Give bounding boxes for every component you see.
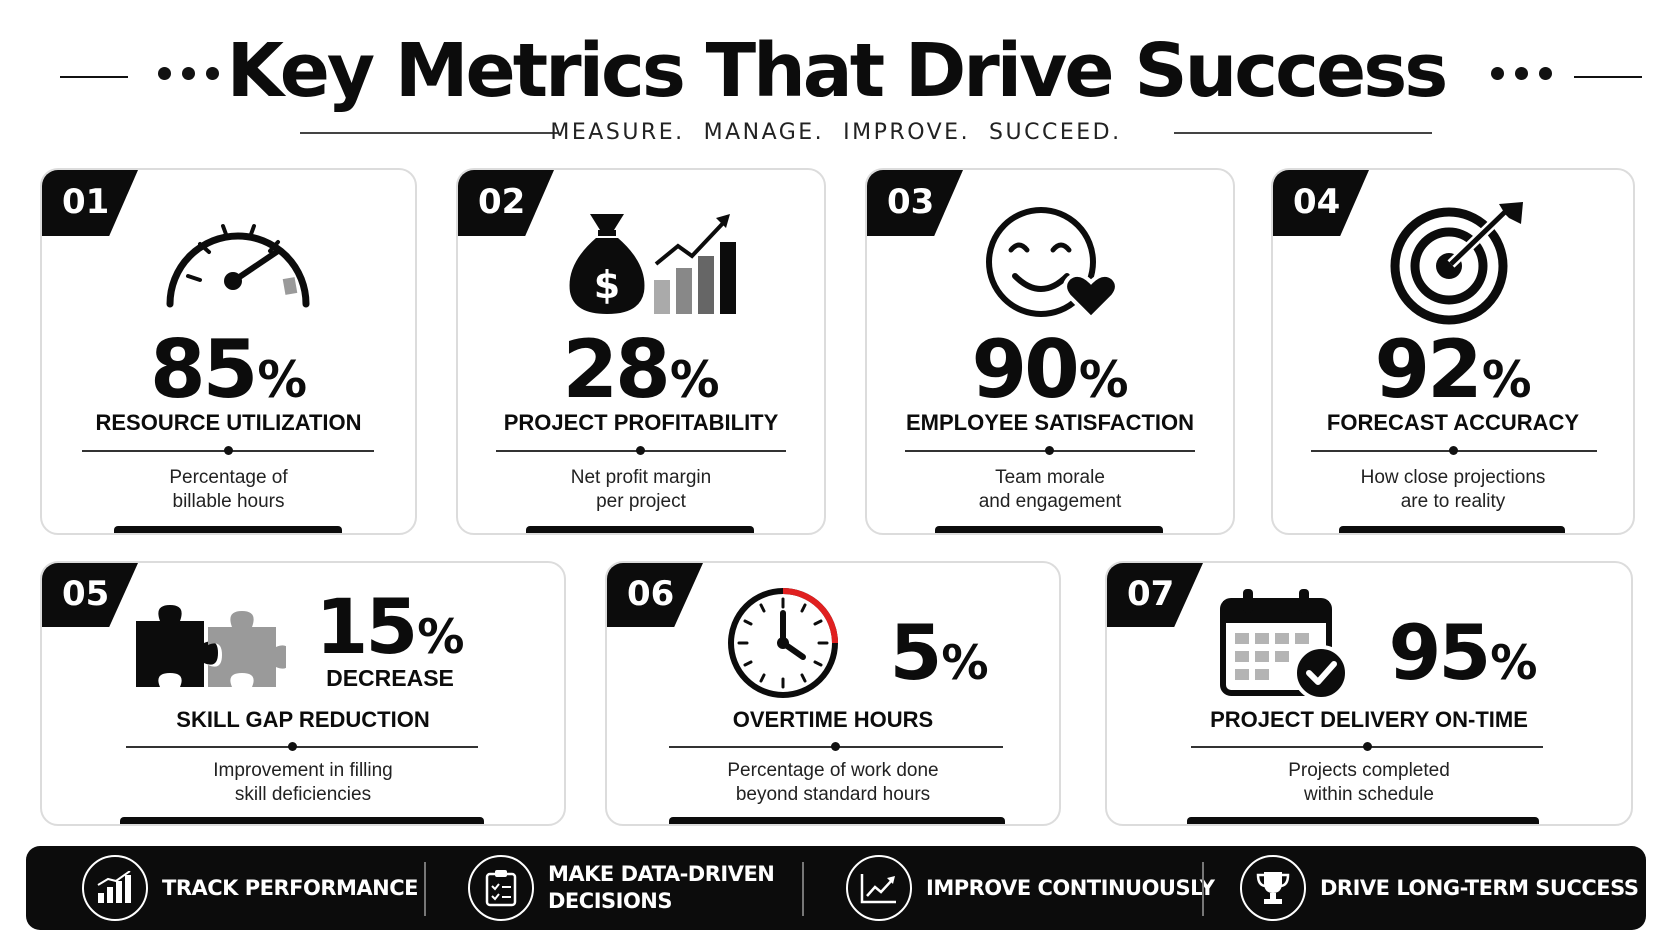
metric-name: SKILL GAP REDUCTION bbox=[176, 707, 430, 732]
metric-card-project-delivery-on-time: 07 95% PROJECT DELIVERY ON-TIME Projects… bbox=[1105, 561, 1633, 826]
metric-description: How close projections are to reality bbox=[1360, 467, 1546, 512]
metric-value: 95% bbox=[1388, 608, 1538, 697]
metric-name: FORECAST ACCURACY bbox=[1326, 410, 1580, 435]
separator-dot bbox=[831, 742, 840, 751]
metric-value: 5% bbox=[889, 608, 989, 697]
card-number: 01 bbox=[62, 182, 110, 222]
card-bottom-bar bbox=[935, 526, 1163, 533]
metric-description: Percentage of work done beyond standard h… bbox=[727, 760, 939, 805]
metric-value: 90% bbox=[971, 323, 1129, 416]
separator-dot bbox=[1045, 446, 1054, 455]
metric-card-employee-satisfaction: 03 90% EMPLOYEE SATISFACTION Team morale… bbox=[865, 168, 1235, 535]
card-number: 07 bbox=[1127, 574, 1175, 614]
page-title: Key Metrics That Drive Success bbox=[226, 28, 1449, 114]
card-bottom-bar bbox=[1187, 817, 1539, 824]
metric-card-resource-utilization: 01 85% RESOURCE UTILIZATION Percentage o… bbox=[40, 168, 417, 535]
clipboard-check-icon bbox=[485, 870, 517, 907]
metric-description: Projects completed within schedule bbox=[1288, 760, 1450, 805]
footer-label: IMPROVE CONTINUOUSLY bbox=[926, 875, 1215, 900]
speedometer-icon bbox=[166, 224, 310, 308]
metric-card-forecast-accuracy: 04 92% FORECAST ACCURACY How close proje… bbox=[1271, 168, 1635, 535]
trend-up-icon bbox=[860, 874, 896, 904]
calendar-check-icon bbox=[1220, 589, 1349, 701]
metric-value: 15% bbox=[315, 582, 465, 671]
card-bottom-bar bbox=[120, 817, 484, 824]
footer-divider bbox=[1202, 862, 1204, 916]
header: Key Metrics That Drive Success bbox=[0, 18, 1672, 118]
subtitle-line-right bbox=[1174, 132, 1432, 134]
footer-divider bbox=[424, 862, 426, 916]
metric-name: EMPLOYEE SATISFACTION bbox=[905, 410, 1195, 435]
header-decor-line-right bbox=[1574, 76, 1642, 78]
footer-item-track-performance: TRACK PERFORMANCE bbox=[82, 846, 419, 930]
card-bottom-bar bbox=[1339, 526, 1565, 533]
separator-dot bbox=[636, 446, 645, 455]
svg-text:$: $ bbox=[594, 263, 620, 307]
header-decor-line-left bbox=[60, 76, 128, 78]
footer-item-long-term-success: DRIVE LONG-TERM SUCCESS bbox=[1240, 846, 1639, 930]
metric-name: OVERTIME HOURS bbox=[732, 707, 934, 732]
metric-description: Net profit margin per project bbox=[570, 467, 712, 512]
metric-name: RESOURCE UTILIZATION bbox=[95, 410, 362, 435]
card-number: 03 bbox=[887, 182, 935, 222]
footer-label: TRACK PERFORMANCE bbox=[162, 875, 419, 900]
metric-card-project-profitability: 02 $ 28% PROJECT PROFITABILITY Net profi… bbox=[456, 168, 826, 535]
metric-card-skill-gap-reduction: 05 15% DECREASE SKILL GAP REDUCTION Impr… bbox=[40, 561, 566, 826]
page-subtitle: MEASURE. MANAGE. IMPROVE. SUCCEED. bbox=[550, 120, 1122, 145]
target-arrow-icon bbox=[1390, 202, 1523, 325]
header-decor-dots-right bbox=[1491, 67, 1552, 80]
metric-name: PROJECT PROFITABILITY bbox=[503, 410, 779, 435]
bar-chart-icon bbox=[97, 871, 131, 903]
footer-icon-circle bbox=[82, 855, 148, 921]
metric-name: PROJECT DELIVERY ON-TIME bbox=[1210, 707, 1528, 732]
puzzle-icon bbox=[136, 605, 286, 687]
footer-icon-circle bbox=[1240, 855, 1306, 921]
footer-label: DRIVE LONG-TERM SUCCESS bbox=[1320, 875, 1639, 900]
separator-dot bbox=[224, 446, 233, 455]
card-bottom-bar bbox=[114, 526, 342, 533]
card-number: 02 bbox=[478, 182, 526, 222]
metric-description: Percentage of billable hours bbox=[169, 467, 288, 512]
metric-value: 85% bbox=[149, 323, 308, 416]
separator-dot bbox=[288, 742, 297, 751]
card-number: 06 bbox=[627, 574, 675, 614]
metric-card-overtime-hours: 06 5% OVERTIME HOURS Percentage of work … bbox=[605, 561, 1061, 826]
header-decor-dots-left bbox=[158, 67, 219, 80]
metric-change-label: DECREASE bbox=[326, 665, 454, 691]
separator-line bbox=[126, 746, 478, 748]
footer-banner: TRACK PERFORMANCE MAKE DATA-DRIVEN DECISI… bbox=[26, 846, 1646, 930]
footer-icon-circle bbox=[468, 855, 534, 921]
smiley-heart-icon bbox=[986, 207, 1119, 321]
card-number: 05 bbox=[62, 574, 110, 614]
trophy-icon bbox=[1256, 872, 1290, 904]
subtitle-line-left bbox=[300, 132, 558, 134]
card-bottom-bar bbox=[669, 817, 1005, 824]
separator-dot bbox=[1363, 742, 1372, 751]
metric-value: 92% bbox=[1374, 323, 1532, 416]
card-bottom-bar bbox=[526, 526, 754, 533]
footer-icon-circle bbox=[846, 855, 912, 921]
footer-divider bbox=[802, 862, 804, 916]
footer-label: MAKE DATA-DRIVEN DECISIONS bbox=[548, 862, 775, 913]
metric-value: 28% bbox=[562, 323, 720, 416]
footer-item-data-driven-decisions: MAKE DATA-DRIVEN DECISIONS bbox=[468, 846, 775, 930]
metric-description: Improvement in filling skill deficiencies bbox=[213, 760, 393, 805]
footer-item-improve-continuously: IMPROVE CONTINUOUSLY bbox=[846, 846, 1215, 930]
money-bag-chart-icon: $ bbox=[569, 214, 736, 314]
card-number: 04 bbox=[1293, 182, 1341, 222]
metric-description: Team morale and engagement bbox=[978, 467, 1122, 512]
separator-dot bbox=[1449, 446, 1458, 455]
clock-icon bbox=[728, 588, 838, 698]
